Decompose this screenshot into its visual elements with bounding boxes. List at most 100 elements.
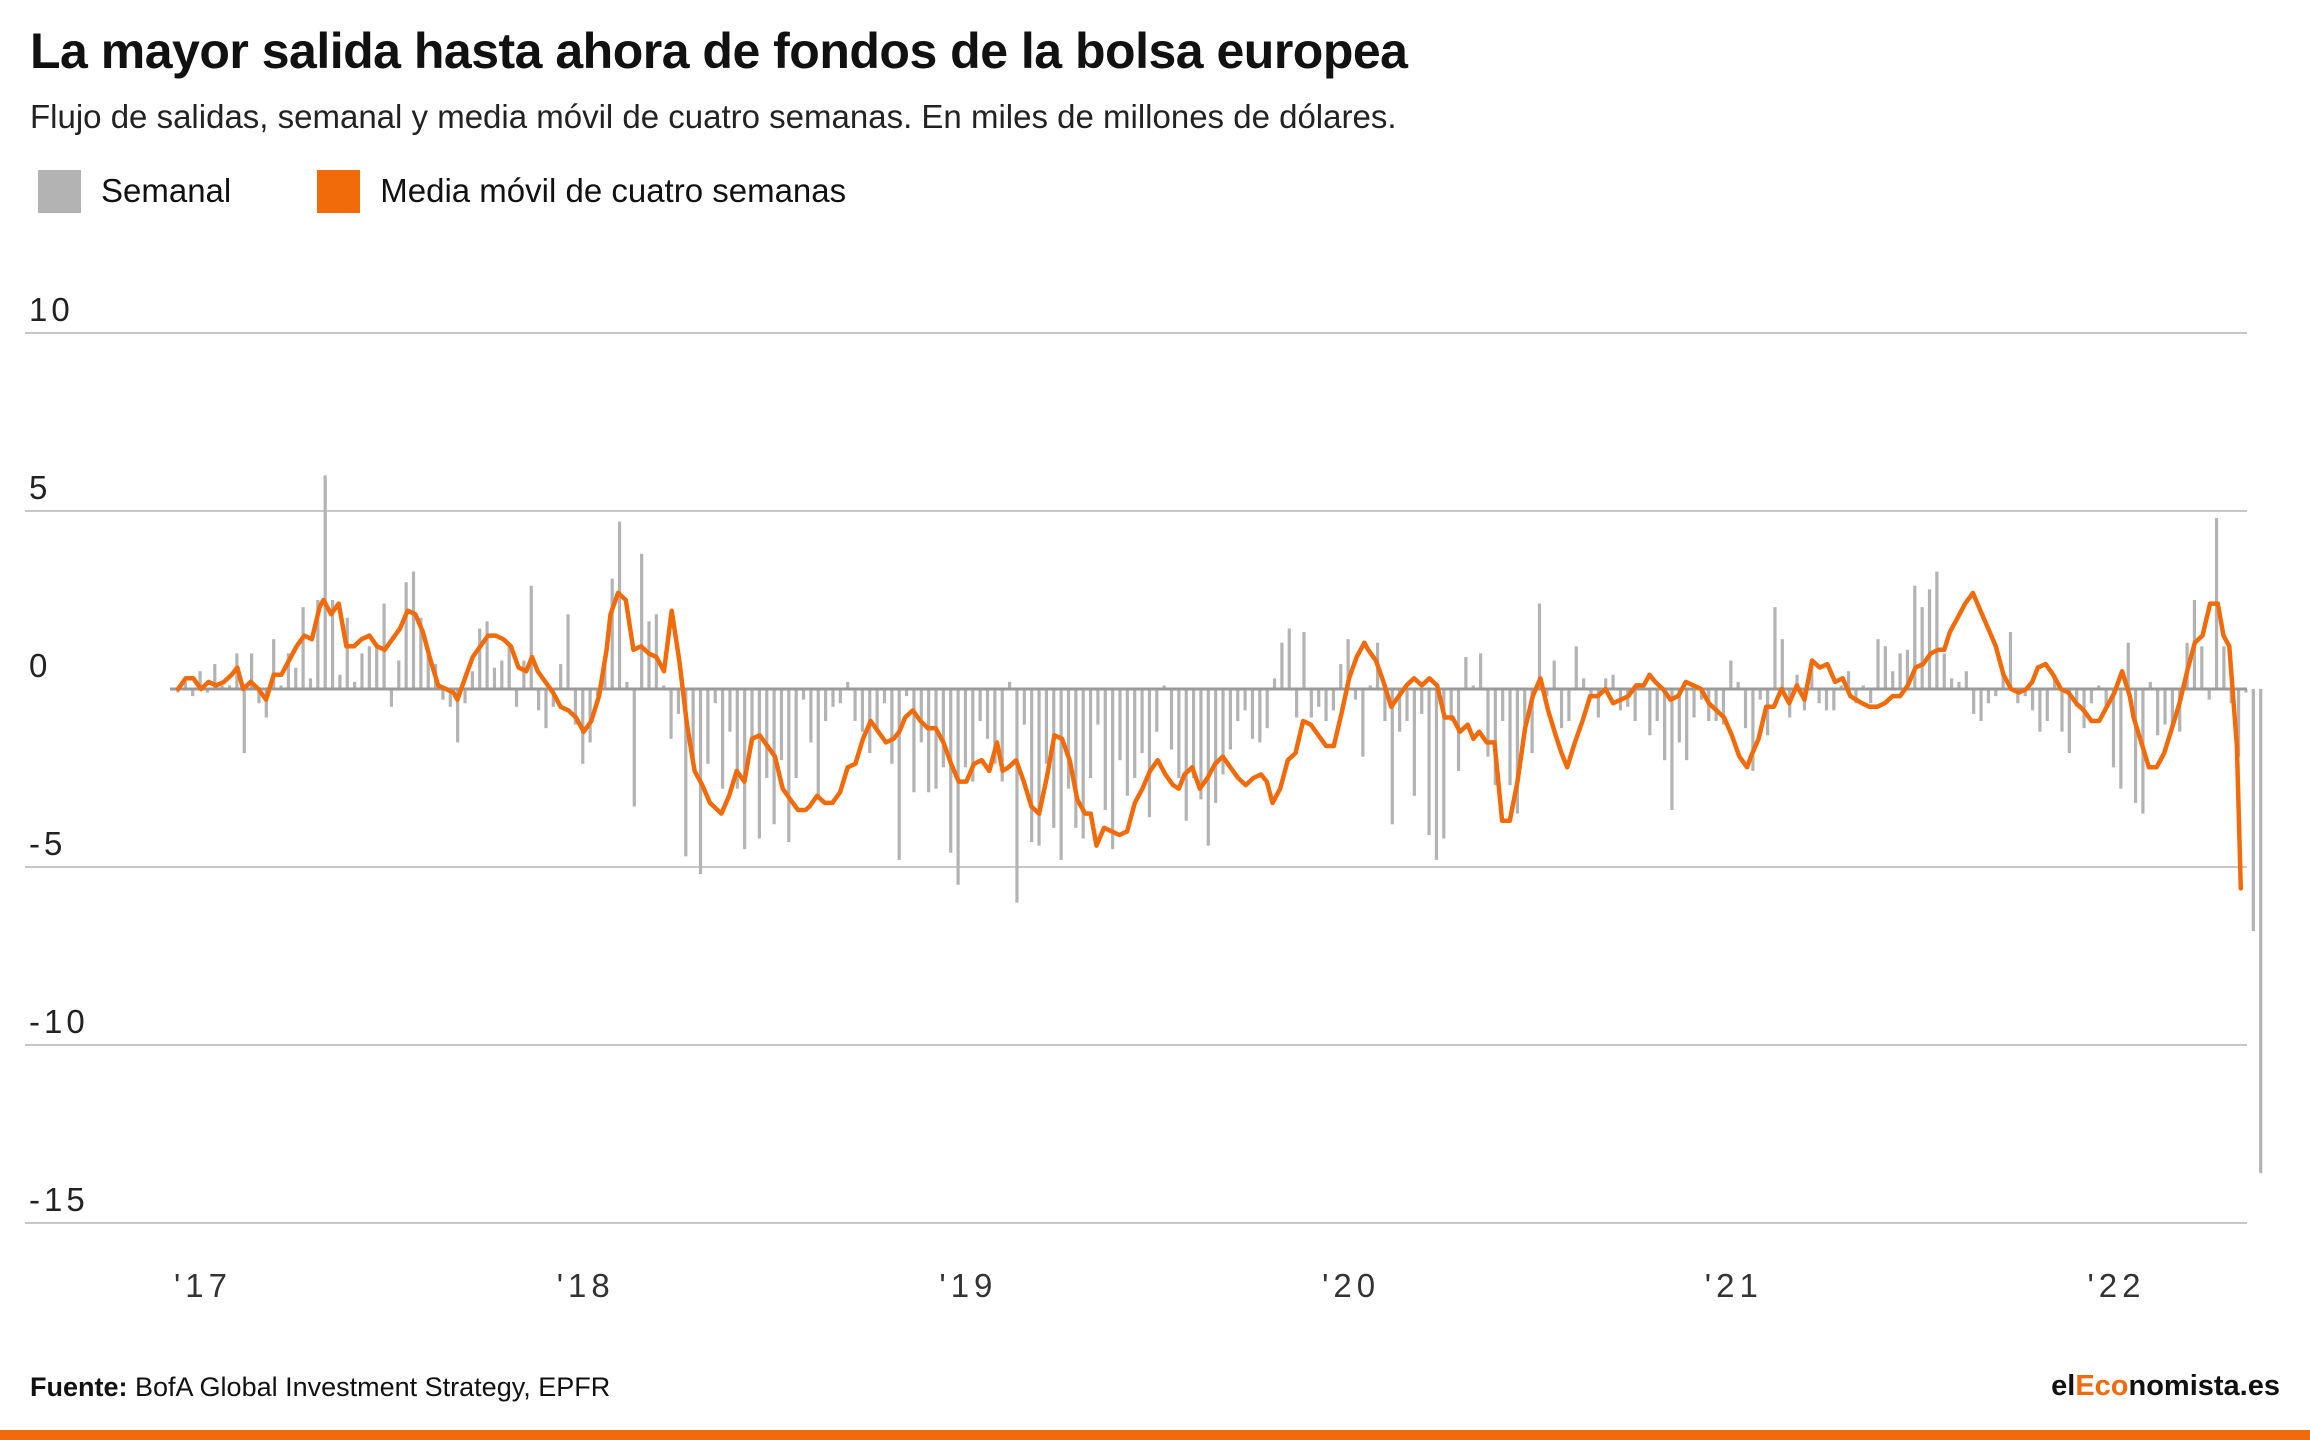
chart-area: 10 5 0 -5 -10 -15 '17 '18 '19 '20 '21 '22: [25, 291, 2263, 1300]
weekly-bar: [1839, 685, 1843, 689]
weekly-bar: [2008, 632, 2013, 689]
weekly-bar: [404, 582, 408, 689]
weekly-bar: [1214, 689, 1218, 803]
weekly-bar: [1957, 681, 1961, 689]
weekly-bar: [2119, 689, 2123, 789]
weekly-bar: [1545, 689, 1549, 697]
weekly-bar: [1405, 689, 1409, 722]
weekly-bar: [279, 685, 283, 689]
weekly-bar: [1582, 678, 1586, 689]
x-tick-label: '22: [2088, 1267, 2146, 1300]
weekly-bar: [897, 689, 901, 860]
weekly-bar: [308, 678, 313, 689]
y-tick-label: -5: [29, 825, 66, 862]
legend-swatch-weekly: [38, 169, 81, 213]
weekly-bar: [492, 667, 497, 689]
weekly-bar: [654, 614, 658, 689]
weekly-bar: [1044, 689, 1048, 764]
weekly-bar: [713, 689, 717, 704]
weekly-bar: [1037, 689, 1041, 846]
weekly-bar: [1015, 689, 1019, 903]
weekly-bar: [559, 664, 563, 689]
weekly-bar: [1780, 639, 1784, 689]
weekly-bar: [360, 653, 364, 689]
weekly-bar: [1523, 689, 1527, 725]
weekly-bar: [537, 689, 541, 711]
weekly-bar: [625, 681, 629, 689]
weekly-bar: [382, 603, 386, 689]
weekly-bar: [1824, 689, 1829, 711]
weekly-bar: [1103, 689, 1107, 811]
weekly-bar: [1140, 689, 1144, 754]
weekly-bar: [2097, 685, 2101, 689]
weekly-bar: [1361, 689, 1365, 757]
weekly-bar: [956, 689, 960, 885]
legend: Semanal Media móvil de cuatro semanas: [38, 168, 932, 214]
weekly-bar: [1559, 689, 1564, 729]
weekly-bar: [1302, 632, 1306, 689]
weekly-bar: [1280, 642, 1284, 689]
weekly-bar: [338, 674, 342, 689]
weekly-bar: [1861, 685, 1865, 689]
weekly-bar: [1736, 681, 1740, 689]
weekly-bar: [426, 653, 430, 689]
weekly-bar: [662, 685, 666, 689]
weekly-bar: [1221, 689, 1225, 775]
chart-title: La mayor salida hasta ahora de fondos de…: [30, 23, 1408, 79]
weekly-bar: [757, 689, 761, 839]
weekly-bar: [2126, 642, 2130, 689]
weekly-bar: [2016, 689, 2020, 704]
weekly-bar: [1088, 689, 1093, 778]
weekly-bar: [205, 689, 210, 693]
weekly-bar: [1052, 689, 1056, 828]
weekly-bar: [2075, 689, 2079, 707]
weekly-bar: [610, 578, 614, 689]
weekly-bar: [1662, 689, 1667, 761]
weekly-bar: [1692, 689, 1696, 718]
weekly-bar: [257, 689, 261, 704]
brand-logo[interactable]: elEconomista.es: [2051, 1370, 2280, 1403]
weekly-bar: [1471, 685, 1475, 689]
weekly-bar: [934, 689, 938, 789]
weekly-bar: [1265, 689, 1269, 729]
weekly-bar: [978, 689, 982, 722]
weekly-bar: [1434, 689, 1439, 860]
weekly-bar: [1648, 689, 1652, 736]
x-tick-label: '18: [557, 1267, 615, 1300]
weekly-bar: [1155, 689, 1159, 732]
weekly-bar: [1184, 689, 1188, 821]
weekly-bar: [1022, 689, 1026, 725]
weekly-bar: [1177, 689, 1181, 778]
weekly-bar: [566, 614, 570, 689]
weekly-bar: [1920, 607, 1924, 689]
weekly-bar: [375, 642, 379, 689]
weekly-bar: [1309, 689, 1313, 718]
weekly-bar: [1287, 628, 1291, 689]
weekly-bar: [544, 689, 548, 729]
weekly-bar: [1729, 660, 1733, 689]
weekly-bar: [1552, 660, 1556, 689]
weekly-bar: [949, 689, 953, 853]
weekly-bar: [588, 689, 592, 743]
weekly-bar: [1081, 689, 1085, 839]
weekly-bar: [1191, 689, 1196, 778]
weekly-bar: [463, 689, 467, 704]
weekly-bar: [1206, 689, 1210, 846]
weekly-bar: [1353, 689, 1358, 700]
weekly-bar: [353, 681, 357, 689]
weekly-bar: [1751, 689, 1755, 771]
weekly-bar: [706, 689, 710, 764]
weekly-bar: [1162, 685, 1166, 689]
weekly-bar: [1442, 689, 1446, 839]
y-tick-label: 10: [29, 291, 74, 328]
chart-subtitle: Flujo de salidas, semanal y media móvil …: [30, 98, 1397, 135]
weekly-bar: [735, 689, 739, 789]
y-tick-label: 5: [29, 469, 51, 506]
weekly-bar: [860, 689, 865, 732]
weekly-bar: [1449, 689, 1453, 722]
weekly-bar: [1913, 585, 1917, 689]
weekly-bar: [2023, 689, 2027, 697]
weekly-bar: [684, 689, 688, 857]
weekly-bar: [470, 671, 474, 689]
weekly-bar: [853, 689, 857, 722]
